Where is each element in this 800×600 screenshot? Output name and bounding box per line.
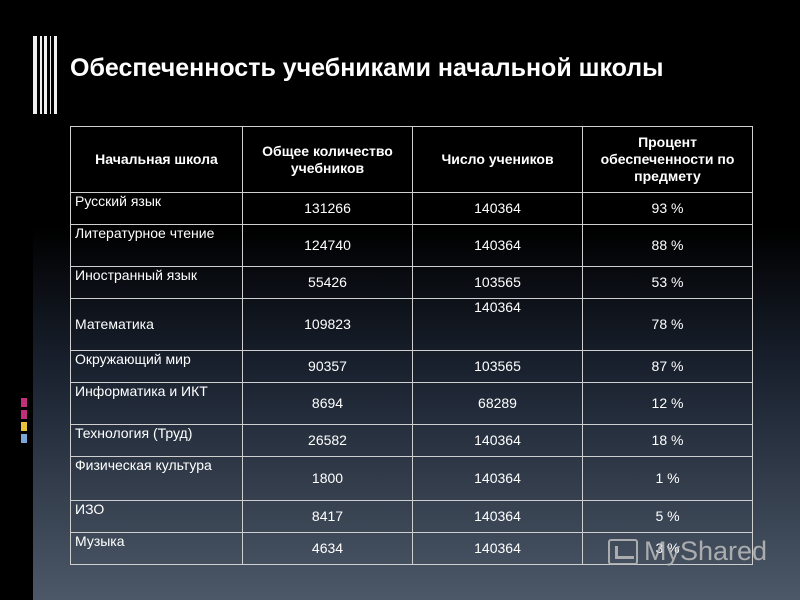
cell-subject: Иностранный язык <box>70 266 243 299</box>
table-row: ИЗО 8417 140364 5 % <box>70 500 753 533</box>
cell-subject: Технология (Труд) <box>70 424 243 457</box>
header-students: Число учеников <box>412 126 583 193</box>
cell-textbooks: 8417 <box>242 500 413 533</box>
cell-percent: 93 % <box>582 192 753 225</box>
cell-textbooks: 1800 <box>242 456 413 501</box>
cell-subject: Литературное чтение <box>70 224 243 267</box>
table-row: Окружающий мир 90357 103565 87 % <box>70 350 753 383</box>
presentation-icon <box>608 538 638 565</box>
cell-textbooks: 90357 <box>242 350 413 383</box>
cell-subject: ИЗО <box>70 500 243 533</box>
cell-subject: Физическая культура <box>70 456 243 501</box>
cell-subject: Математика <box>70 298 243 351</box>
cell-percent: 53 % <box>582 266 753 299</box>
header-textbooks: Общее количество учебников <box>242 126 413 193</box>
watermark: MyShared <box>608 536 767 567</box>
cell-students: 140364 <box>412 500 583 533</box>
table-row: Литературное чтение 124740 140364 88 % <box>70 224 753 267</box>
table-header-row: Начальная школа Общее количество учебник… <box>70 126 753 193</box>
watermark-text: MyShared <box>644 536 768 566</box>
cell-students: 140364 <box>412 424 583 457</box>
table-row: Физическая культура 1800 140364 1 % <box>70 456 753 501</box>
cell-percent: 3 % <box>582 532 753 565</box>
table-row: Технология (Труд) 26582 140364 18 % <box>70 424 753 457</box>
cell-students: 140364 <box>412 192 583 225</box>
cell-students: 140364 <box>412 456 583 501</box>
cell-textbooks: 26582 <box>242 424 413 457</box>
table-row: Информатика и ИКТ 8694 68289 12 % <box>70 382 753 425</box>
cell-percent: 5 % <box>582 500 753 533</box>
cell-percent: 87 % <box>582 350 753 383</box>
cell-percent: 1 % <box>582 456 753 501</box>
cell-students: 140364 <box>412 298 583 351</box>
cell-subject: Русский язык <box>70 192 243 225</box>
cell-students: 103565 <box>412 350 583 383</box>
cell-students: 140364 <box>412 224 583 267</box>
cell-subject: Информатика и ИКТ <box>70 382 243 425</box>
cell-students: 103565 <box>412 266 583 299</box>
cell-subject: Окружающий мир <box>70 350 243 383</box>
header-subject: Начальная школа <box>70 126 243 193</box>
page-title: Обеспеченность учебниками начальной школ… <box>70 54 664 82</box>
cell-students: 68289 <box>412 382 583 425</box>
cell-percent: 18 % <box>582 424 753 457</box>
cell-subject: Музыка <box>70 532 243 565</box>
data-table: Начальная школа Общее количество учебник… <box>70 126 753 565</box>
header-percent: Процент обеспеченности по предмету <box>582 126 753 193</box>
cell-textbooks: 55426 <box>242 266 413 299</box>
table-row: Русский язык 131266 140364 93 % <box>70 192 753 225</box>
cell-percent: 78 % <box>582 298 753 351</box>
cell-textbooks: 109823 <box>242 298 413 351</box>
table-row: Математика 109823 140364 78 % <box>70 298 753 351</box>
table-row: Музыка 4634 140364 3 % <box>70 532 753 565</box>
cell-textbooks: 131266 <box>242 192 413 225</box>
table-row: Иностранный язык 55426 103565 53 % <box>70 266 753 299</box>
cell-students: 140364 <box>412 532 583 565</box>
cell-percent: 88 % <box>582 224 753 267</box>
cell-textbooks: 124740 <box>242 224 413 267</box>
cell-percent: 12 % <box>582 382 753 425</box>
cell-textbooks: 8694 <box>242 382 413 425</box>
cell-textbooks: 4634 <box>242 532 413 565</box>
